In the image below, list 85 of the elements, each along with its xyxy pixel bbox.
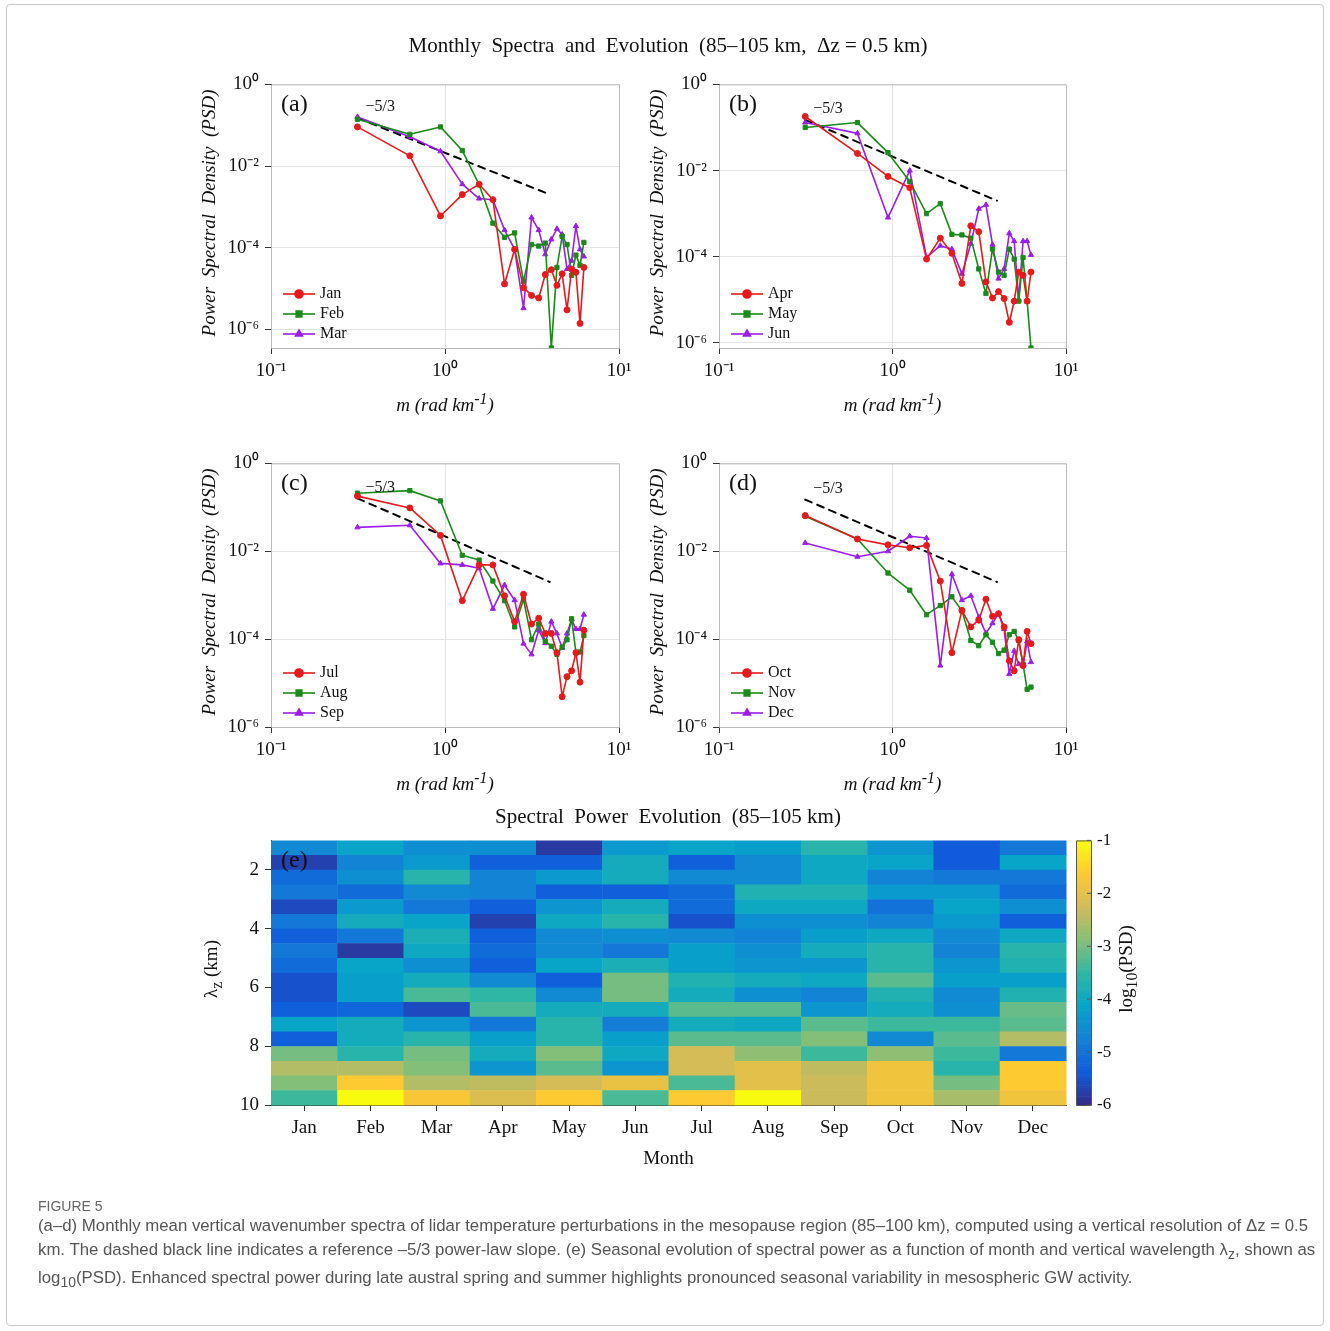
annotation: (b): [729, 89, 757, 116]
annotation: (e): [281, 845, 308, 872]
y-tick-label: 10: [240, 1092, 259, 1114]
y-tick-label: 10⁻⁴: [675, 244, 708, 266]
x-tick-label: Apr: [488, 1116, 519, 1138]
legend-label: Mar: [320, 324, 348, 342]
annotation: (d): [729, 468, 757, 495]
x-tick-label: 10¹: [1053, 738, 1079, 760]
y-tick-label: 10⁻⁶: [675, 330, 707, 352]
legend-label: Jan: [320, 284, 342, 302]
x-tick-label: Sep: [819, 1116, 849, 1138]
x-tick-label: Mar: [420, 1116, 454, 1138]
color-bar-label: -5: [1097, 1041, 1112, 1061]
x-tick-label: Jul: [690, 1116, 713, 1138]
text: (a–d) Monthly mean vertical wavenumber spectra of lidar temperature perturbations in the mesopause region (85–100 km), computed using a vertical resolution of Δz = 0.5 km. The dashed black line indicates a reference –5/3 power-law slope. (e) Seasonal evolution of spectral power as a function of month and vertical wavelength λ$_{z}$, shown as log$_{10}$(PSD). Enhanced spectral power during late austral spring and summer highlights pronounced seasonal variability in mesospheric GW activity.: [38, 1216, 1316, 1291]
legend-label: Jun: [768, 324, 791, 342]
y-tick-label: 10⁻⁶: [227, 714, 259, 736]
chart-title: Spectral Power Evolution (85–105 km): [495, 804, 841, 829]
color-bar-label: -1: [1097, 829, 1112, 849]
y-tick-label: 6: [249, 975, 259, 997]
legend-label: Apr: [768, 284, 794, 303]
y-tick-label: 10⁻⁴: [227, 627, 260, 649]
color-bar-label: -3: [1097, 935, 1112, 955]
x-tick-label: 10⁰: [432, 738, 458, 760]
x-tick-label: Nov: [950, 1116, 984, 1138]
y-tick-label: 10⁻⁶: [675, 714, 707, 736]
y-tick-label: 2: [249, 857, 259, 879]
x-tick-label: Jun: [622, 1116, 650, 1138]
x-axis-title: m (rad km$^{-1}$): [843, 390, 942, 417]
color-bar-label: -6: [1097, 1094, 1112, 1114]
x-tick-label: 10¹: [1053, 359, 1079, 381]
x-tick-label: Oct: [886, 1116, 915, 1138]
legend-label: Jul: [320, 663, 340, 681]
x-tick-label: 10¹: [606, 738, 632, 760]
x-tick-label: 10⁰: [879, 738, 906, 760]
x-tick-label: Feb: [356, 1116, 385, 1138]
x-axis-title: m (rad km$^{-1}$): [396, 390, 494, 417]
legend-label: Dec: [768, 703, 794, 721]
annotation: −5/3: [813, 478, 843, 496]
legend-label: Aug: [320, 683, 348, 702]
annotation: −5/3: [365, 97, 395, 115]
y-tick-label: 10⁻⁶: [227, 317, 259, 339]
x-tick-label: 10⁻¹: [703, 738, 735, 760]
text: Monthly Spectra and Evolution (85–105 km, Δz = 0.5 km): [408, 33, 928, 58]
x-axis-title: Month: [643, 1147, 694, 1169]
x-tick-label: Dec: [1017, 1116, 1049, 1138]
x-axis-title: m (rad km$^{-1}$): [843, 769, 942, 796]
y-tick-label: 10⁰: [681, 72, 707, 94]
x-tick-label: Aug: [751, 1116, 785, 1138]
y-tick-label: 4: [249, 916, 260, 938]
annotation: −5/3: [365, 477, 395, 495]
y-axis-title: Power Spectral Density (PSD): [646, 89, 668, 336]
color-bar-label: -2: [1097, 882, 1112, 902]
x-tick-label: 10⁻¹: [255, 359, 287, 381]
annotation: (a): [281, 89, 308, 116]
x-tick-label: 10⁰: [432, 359, 458, 381]
legend-label: May: [768, 304, 798, 323]
x-tick-label: 10⁰: [879, 359, 906, 381]
y-tick-label: 8: [249, 1034, 259, 1056]
x-tick-label: 10⁻¹: [703, 359, 735, 381]
y-tick-label: 10⁻⁴: [227, 235, 260, 257]
y-axis-title: Power Spectral Density (PSD): [646, 468, 668, 715]
legend-label: Nov: [768, 683, 796, 701]
x-tick-label: 10⁻¹: [255, 738, 287, 760]
y-tick-label: 10⁻²: [676, 158, 708, 180]
caption: FIGURE 5: [38, 1198, 104, 1214]
legend-label: Oct: [768, 663, 792, 681]
legend-label: Sep: [320, 703, 344, 722]
x-tick-label: 10¹: [606, 359, 632, 381]
x-tick-label: May: [551, 1116, 588, 1138]
color-bar-label: -4: [1097, 988, 1112, 1008]
y-axis-title: Power Spectral Density (PSD): [198, 468, 220, 715]
y-axis-title: Power Spectral Density (PSD): [198, 89, 220, 336]
x-tick-label: Jan: [291, 1116, 318, 1138]
y-tick-label: 10⁻²: [676, 539, 708, 561]
annotation: −5/3: [813, 99, 843, 117]
y-tick-label: 10⁰: [681, 451, 707, 473]
y-tick-label: 10⁰: [233, 451, 259, 473]
annotation: (c): [281, 468, 308, 495]
y-tick-label: 10⁰: [233, 72, 259, 94]
y-tick-label: 10⁻⁴: [675, 627, 708, 649]
legend-label: Feb: [320, 304, 344, 322]
y-tick-label: 10⁻²: [228, 154, 260, 176]
x-axis-title: m (rad km$^{-1}$): [396, 769, 494, 796]
y-tick-label: 10⁻²: [228, 539, 260, 561]
